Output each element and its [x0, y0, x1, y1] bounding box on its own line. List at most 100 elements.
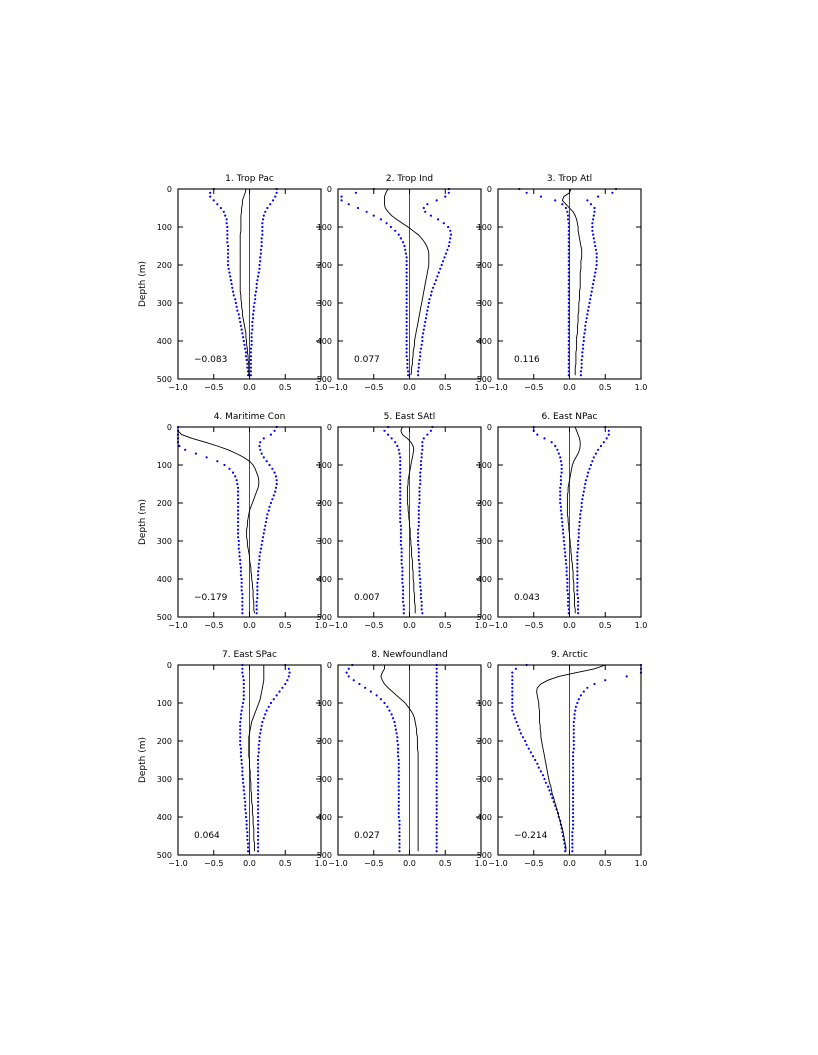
upper-bound-dot [249, 366, 253, 369]
upper-bound-dot [592, 237, 595, 240]
upper-bound-dot [578, 520, 581, 524]
upper-bound-dot [416, 370, 420, 373]
lower-bound-dot [401, 581, 404, 584]
x-tick-label: 0.0 [563, 621, 576, 630]
y-tick-label: 300 [477, 537, 492, 546]
y-tick-label: 100 [477, 699, 492, 708]
upper-bound-dot [258, 267, 261, 270]
upper-bound-dot [594, 248, 598, 251]
x-tick-label: −0.5 [524, 859, 543, 868]
lower-bound-dot [241, 667, 244, 670]
upper-bound-dot [255, 286, 258, 289]
lower-bound-dot [236, 536, 240, 539]
lower-bound-dot [551, 796, 554, 800]
x-tick-label: −0.5 [524, 621, 543, 630]
upper-bound-dot [435, 800, 438, 803]
upper-bound-dot [448, 241, 451, 244]
upper-bound-dot [581, 347, 585, 350]
lower-bound-dot [561, 203, 564, 206]
y-tick-label: 500 [317, 375, 332, 384]
upper-bound-dot [416, 374, 420, 377]
upper-bound-dot [422, 328, 425, 331]
lower-bound-dot [240, 589, 243, 592]
upper-bound-dot [590, 290, 593, 293]
upper-bound-dot [435, 808, 438, 811]
lower-bound-dot [564, 562, 568, 565]
lower-bound-dot [405, 343, 408, 346]
lower-bound-dot [399, 509, 402, 512]
upper-bound-dot [256, 777, 260, 781]
y-tick-label: 300 [157, 299, 172, 308]
lower-bound-dot [394, 229, 397, 232]
lower-bound-dot [399, 467, 402, 470]
upper-bound-dot [435, 827, 438, 830]
y-tick-label: 0 [327, 185, 332, 194]
lower-bound-dot [228, 467, 231, 470]
y-tick-label: 0 [167, 661, 172, 670]
upper-bound-dot [576, 566, 579, 569]
panel-title: 3. Trop Atl [547, 174, 592, 184]
lower-bound-dot [232, 294, 235, 297]
upper-bound-dot [593, 682, 596, 686]
lower-bound-dot [516, 724, 520, 727]
lower-bound-dot [566, 214, 570, 217]
upper-bound-series [255, 425, 278, 615]
lower-bound-dot [567, 267, 570, 270]
upper-bound-dot [419, 475, 422, 478]
lower-bound-dot [242, 785, 245, 788]
lower-bound-dot [399, 486, 402, 489]
upper-bound-dot [435, 823, 438, 826]
upper-bound-dot [449, 229, 452, 232]
upper-bound-dot [259, 547, 263, 550]
upper-bound-dot [435, 762, 438, 765]
upper-bound-dot [571, 804, 575, 807]
upper-bound-dot [269, 433, 273, 436]
lower-bound-dot [243, 793, 246, 796]
lower-bound-dot [397, 448, 400, 451]
panel-title: 1. Trop Pac [225, 174, 274, 184]
lower-bound-dot [405, 282, 408, 286]
upper-bound-dot [571, 777, 575, 781]
upper-bound-dot [571, 770, 575, 773]
upper-bound-dot [435, 743, 438, 746]
x-tick-label: 1.0 [475, 859, 488, 868]
lower-bound-dot [398, 819, 401, 822]
lower-bound-dot [567, 320, 570, 324]
lower-bound-dot [398, 827, 401, 830]
lower-bound-dot [194, 452, 197, 455]
lower-bound-dot [396, 747, 400, 750]
upper-bound-dot [437, 271, 440, 274]
upper-bound-dot [593, 206, 596, 210]
lower-bound-dot [405, 339, 408, 343]
lower-bound-dot [567, 305, 570, 308]
lower-bound-dot [561, 520, 564, 524]
lower-bound-dot [226, 225, 229, 229]
lower-bound-dot [205, 456, 208, 459]
upper-bound-dot [426, 309, 429, 312]
upper-bound-dot [256, 589, 259, 592]
lower-bound-dot [396, 743, 400, 746]
lower-bound-dot [567, 244, 570, 248]
lower-bound-dot [567, 347, 570, 350]
lower-bound-series [532, 425, 570, 615]
upper-bound-dot [255, 282, 258, 286]
x-tick-label: −0.5 [204, 621, 223, 630]
upper-bound-dot [254, 294, 257, 297]
upper-bound-dot [435, 690, 438, 693]
lower-bound-dot [241, 593, 244, 596]
upper-bound-dot [571, 751, 575, 754]
lower-bound-dot [236, 528, 240, 531]
lower-bound-dot [394, 728, 398, 731]
lower-bound-dot [397, 770, 400, 773]
upper-bound-dot [261, 233, 264, 236]
lower-bound-dot [567, 294, 570, 297]
upper-bound-dot [435, 834, 438, 838]
lower-bound-dot [244, 355, 248, 358]
lower-bound-dot [559, 456, 562, 459]
panel-9: 9. Arctic −1.0 −0.5 0.0 0.5 1.0 0 100 200 300 400 5… [477, 650, 648, 868]
lower-bound-dot [399, 475, 402, 478]
upper-bound-dot [435, 758, 438, 762]
x-tick-label: 0.0 [563, 859, 576, 868]
lower-bound-dot [226, 248, 230, 251]
lower-bound-dot [393, 720, 396, 724]
